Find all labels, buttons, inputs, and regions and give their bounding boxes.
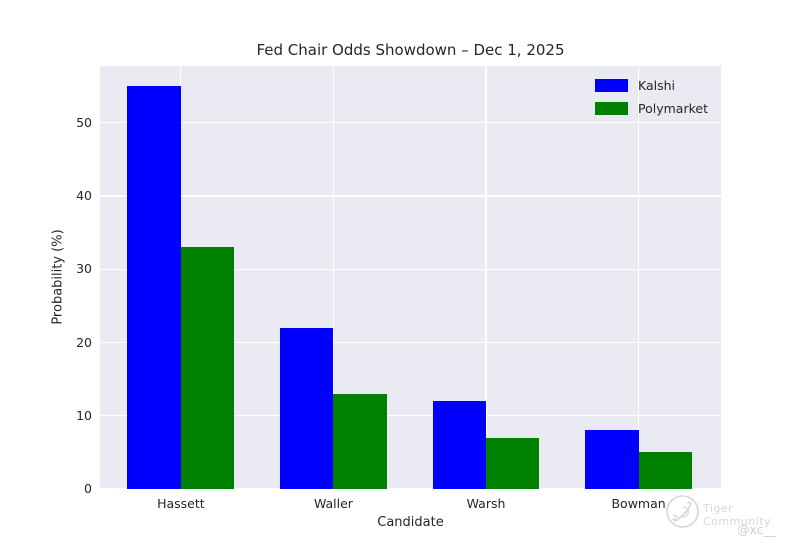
y-tick-label: 0 [84, 481, 92, 496]
chart-title: Fed Chair Odds Showdown – Dec 1, 2025 [256, 41, 565, 59]
v-gridline [485, 66, 487, 489]
watermark-handle: @xc__ [737, 522, 777, 537]
legend-label: Polymarket [638, 101, 708, 116]
h-gridline [100, 415, 721, 417]
bar-kalshi-warsh [432, 401, 486, 489]
h-gridline [100, 268, 721, 270]
bar-polymarket-hassett [180, 247, 235, 489]
h-gridline [100, 488, 721, 490]
bar-polymarket-warsh [486, 437, 540, 489]
plot-area: Kalshi Polymarket [100, 66, 721, 490]
h-gridline [100, 195, 721, 197]
bar-kalshi-hassett [127, 86, 181, 489]
x-tick-label: Bowman [611, 496, 666, 511]
x-tick-label: Hassett [157, 496, 205, 511]
x-axis-label: Candidate [377, 515, 444, 530]
bar-polymarket-waller [333, 393, 387, 489]
y-tick-label: 50 [76, 114, 92, 130]
y-tick-label: 40 [76, 188, 92, 203]
legend-label: Kalshi [638, 78, 676, 93]
x-tick-label: Waller [313, 496, 353, 511]
tiger-community-logo-icon [666, 495, 699, 528]
bar-polymarket-bowman [638, 452, 692, 489]
x-tick-label: Warsh [466, 496, 506, 511]
legend-swatch-polymarket [595, 102, 629, 115]
legend: Kalshi Polymarket [595, 78, 708, 116]
bar-kalshi-waller [280, 327, 334, 489]
y-axis-label: Probability (%) [50, 229, 66, 325]
legend-row: Kalshi [595, 78, 708, 93]
bar-kalshi-bowman [585, 430, 639, 489]
y-tick-label: 20 [76, 334, 92, 350]
legend-row: Polymarket [595, 101, 708, 116]
h-gridline [100, 122, 721, 124]
h-gridline [100, 341, 721, 344]
v-gridline [332, 66, 335, 489]
y-tick-label: 10 [76, 407, 92, 423]
legend-swatch-kalshi [595, 79, 629, 92]
y-tick-label: 30 [76, 261, 92, 277]
v-gridline [638, 66, 640, 489]
watermark-brand: Tiger Community [703, 502, 772, 528]
